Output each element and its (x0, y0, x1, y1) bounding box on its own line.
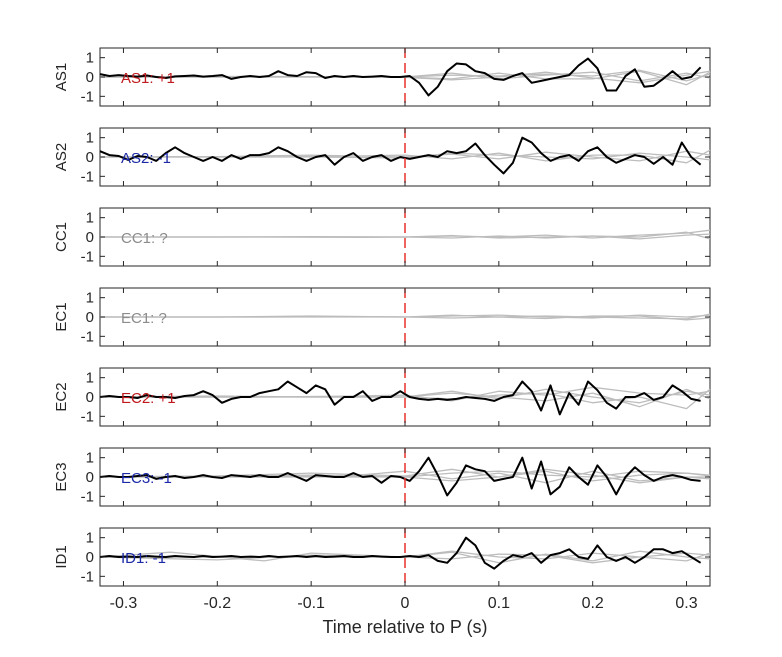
x-tick-label: -0.2 (204, 595, 232, 612)
x-axis: -0.3 -0.2 -0.1 0 0.1 0.2 0.3 (110, 595, 698, 612)
highlight-trace (99, 536, 702, 570)
polarity-annotation: ID1: -1 (121, 550, 166, 567)
y-tick-label: 0 (86, 309, 94, 326)
highlight-trace (99, 456, 701, 497)
y-tick-label: 0 (86, 389, 94, 406)
y-tick-label: 1 (86, 450, 94, 467)
x-tick-label: 0.3 (675, 595, 697, 612)
background-trace-2 (100, 386, 711, 402)
polarity-annotation: CC1: ? (121, 230, 168, 247)
polarity-annotation: EC1: ? (121, 310, 167, 327)
y-tick-label: -1 (81, 568, 94, 585)
y-tick-label: -1 (81, 88, 94, 105)
y-tick-label: 1 (86, 130, 94, 147)
x-tick-label: -0.1 (297, 595, 325, 612)
y-axis-label: CC1 (53, 222, 70, 252)
y-tick-label: -1 (81, 168, 94, 185)
panel-cc1: 1 0 -1 CC1 CC1: ? (53, 207, 711, 267)
y-axis-label: AS1 (53, 63, 70, 91)
y-tick-label: 0 (86, 69, 94, 86)
y-axis-label: EC2 (53, 382, 70, 411)
y-tick-label: -1 (81, 488, 94, 505)
y-tick-label: 0 (86, 549, 94, 566)
y-tick-label: 0 (86, 149, 94, 166)
background-trace-1 (99, 550, 711, 564)
polarity-annotation: AS2: -1 (121, 150, 171, 167)
highlight-trace (99, 136, 702, 175)
y-tick-label: 1 (86, 530, 94, 547)
y-tick-label: 1 (86, 50, 94, 67)
panel-ec1: 1 0 -1 EC1 EC1: ? (53, 287, 711, 347)
x-tick-label: 0.2 (582, 595, 604, 612)
y-axis-label: EC3 (53, 462, 70, 491)
panel-as1: 1 0 -1 AS1 AS1: +1 (53, 47, 711, 107)
y-axis-label: AS2 (53, 143, 70, 171)
panel-ec3: 1 0 -1 EC3 EC3: -1 (53, 447, 711, 507)
y-tick-label: -1 (81, 408, 94, 425)
y-tick-label: 0 (86, 469, 94, 486)
x-tick-label: 0.1 (488, 595, 510, 612)
panels-group: 1 0 -1 AS1 AS1: +1 1 0 -1 AS2 AS2: -1 1 0 -1 CC1 CC1: … (53, 47, 711, 587)
x-axis-label: Time relative to P (s) (322, 617, 487, 637)
y-tick-label: -1 (81, 248, 94, 265)
y-tick-label: -1 (81, 328, 94, 345)
y-tick-label: 0 (86, 229, 94, 246)
y-axis-label: ID1 (53, 545, 70, 568)
panel-as2: 1 0 -1 AS2 AS2: -1 (53, 127, 711, 187)
x-tick-label: 0 (401, 595, 410, 612)
highlight-trace (99, 57, 702, 97)
highlight-trace (99, 380, 701, 416)
polarity-annotation: EC2: +1 (121, 390, 176, 407)
x-tick-label: -0.3 (110, 595, 138, 612)
y-tick-label: 1 (86, 290, 94, 307)
panel-ec2: 1 0 -1 EC2 EC2: +1 (53, 367, 711, 427)
y-axis-label: EC1 (53, 302, 70, 331)
y-tick-label: 1 (86, 210, 94, 227)
polarity-annotation: AS1: +1 (121, 70, 175, 87)
background-trace-4 (100, 468, 711, 484)
background-trace-3 (100, 233, 711, 240)
polarity-annotation: EC3: -1 (121, 470, 172, 487)
background-trace-3 (100, 313, 711, 320)
panel-id1: 1 0 -1 ID1 ID1: -1 (53, 527, 711, 587)
y-tick-label: 1 (86, 370, 94, 387)
